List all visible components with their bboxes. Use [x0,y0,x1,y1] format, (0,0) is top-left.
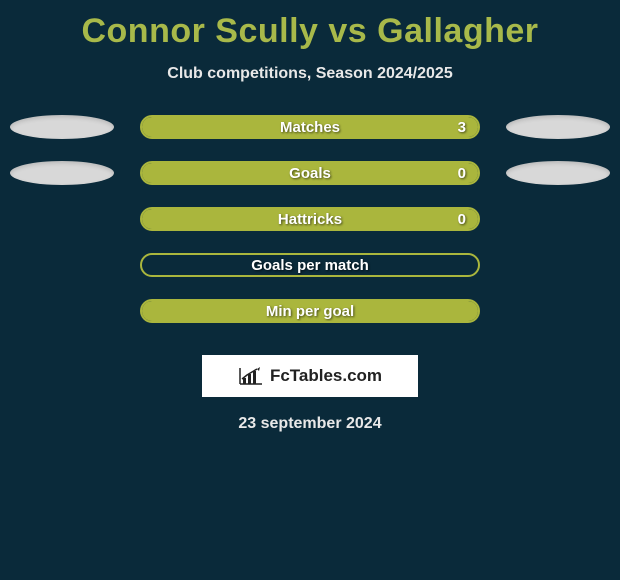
logo-text: FcTables.com [270,366,382,386]
stat-row: Goals per match [0,253,620,277]
stat-bar: Hattricks0 [140,207,480,231]
stat-bar: Matches3 [140,115,480,139]
stat-row: Min per goal [0,299,620,323]
stat-label: Goals [142,163,478,183]
stat-label: Goals per match [142,255,478,275]
logo: FcTables.com [238,366,382,386]
stat-label: Min per goal [142,301,478,321]
logo-chart-icon [238,366,264,386]
stat-bar: Min per goal [140,299,480,323]
logo-box: FcTables.com [202,355,418,397]
stat-row: Goals0 [0,161,620,185]
stat-label: Hattricks [142,209,478,229]
stat-row: Hattricks0 [0,207,620,231]
ellipse-left [10,161,114,185]
ellipse-right [506,115,610,139]
stat-rows: Matches3Goals0Hattricks0Goals per matchM… [0,115,620,345]
page-subtitle: Club competitions, Season 2024/2025 [167,65,452,83]
ellipse-right [506,161,610,185]
stat-bar: Goals0 [140,161,480,185]
date-text: 23 september 2024 [238,415,381,433]
page-title: Connor Scully vs Gallagher [81,12,538,51]
stat-value: 3 [458,117,466,137]
chart-container: Connor Scully vs Gallagher Club competit… [0,0,620,433]
ellipse-left [10,115,114,139]
stat-bar: Goals per match [140,253,480,277]
stat-row: Matches3 [0,115,620,139]
stat-value: 0 [458,163,466,183]
stat-label: Matches [142,117,478,137]
stat-value: 0 [458,209,466,229]
